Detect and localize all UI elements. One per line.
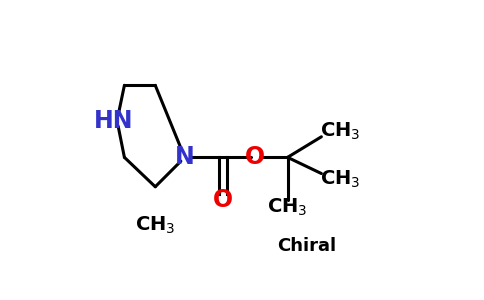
Text: O: O [245, 145, 265, 169]
Text: CH$_3$: CH$_3$ [320, 120, 361, 142]
Text: CH$_3$: CH$_3$ [267, 197, 308, 218]
Text: O: O [213, 188, 233, 212]
Text: CH$_3$: CH$_3$ [135, 214, 176, 236]
Text: N: N [175, 145, 195, 169]
Text: HN: HN [94, 109, 134, 133]
Text: Chiral: Chiral [277, 236, 336, 254]
Text: CH$_3$: CH$_3$ [320, 169, 361, 190]
